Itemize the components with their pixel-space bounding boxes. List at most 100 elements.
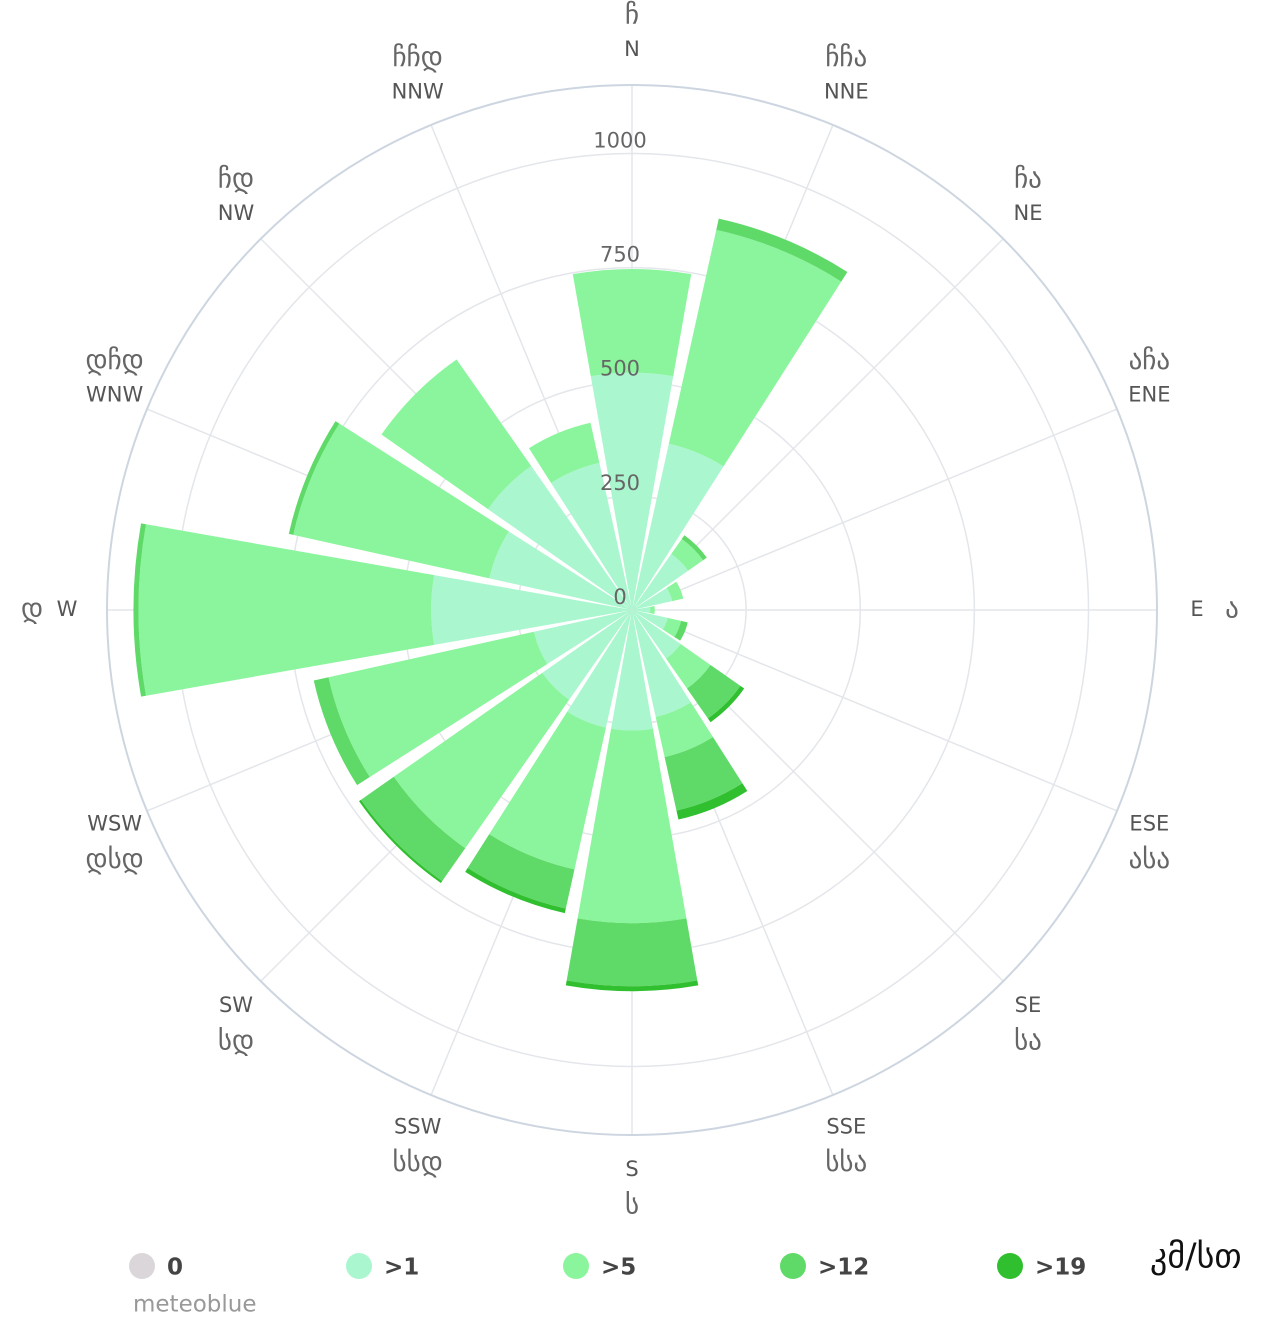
wind-segment (138, 524, 435, 696)
direction-local-label: ა (1225, 594, 1239, 625)
wind-segment (632, 610, 681, 659)
wind-segment (611, 610, 653, 731)
legend-swatch (997, 1253, 1023, 1279)
direction-local-label: ჩჩდ (393, 42, 443, 73)
direction-label: SW (219, 993, 253, 1017)
direction-local-label: ჩჩა (825, 42, 867, 73)
wind-segment (655, 702, 713, 758)
direction-local-label: სდ (218, 1025, 254, 1056)
wind-segment (381, 359, 532, 510)
direction-label: SSE (826, 1114, 866, 1138)
wind-segment (632, 610, 668, 630)
wind-segment (360, 776, 466, 882)
wind-segment (489, 711, 606, 870)
legend-label: >19 (1035, 1255, 1086, 1281)
wind-segment (567, 610, 632, 728)
wind-segment (707, 685, 745, 723)
direction-label: WNW (86, 383, 143, 407)
direction-local-label: ჩა (1014, 164, 1042, 195)
wind-segment (632, 587, 673, 610)
direction-local-label: ასა (1129, 844, 1171, 875)
wind-segment (393, 672, 570, 849)
direction-label: NNE (824, 80, 869, 104)
wind-segment (533, 610, 632, 664)
wind-segment (431, 575, 632, 645)
wind-segment (632, 443, 724, 610)
wind-segment (666, 644, 711, 689)
wind-segment (681, 535, 707, 561)
wind-segment (542, 610, 632, 700)
wind-segment (632, 610, 691, 717)
wind-segment (676, 783, 748, 820)
wind-segment (671, 538, 704, 571)
wind-segment (664, 737, 743, 811)
wind-segment (666, 581, 684, 602)
wind-segment (632, 553, 689, 610)
direction-label: WSW (87, 811, 142, 835)
wind-segment (293, 423, 509, 579)
direction-local-label: სა (1014, 1025, 1042, 1056)
legend-swatch (129, 1253, 155, 1279)
wind-segment (566, 918, 698, 987)
wind-segment (133, 523, 146, 697)
direction-local-label: ჩ (625, 0, 639, 31)
direction-label: ESE (1129, 811, 1169, 835)
wind-segment (577, 728, 687, 924)
wind-segment (288, 421, 340, 535)
wind-segment (465, 867, 566, 914)
grid-spoke (631, 408, 1118, 611)
grid-spoke (631, 609, 1118, 812)
wind-segment (551, 462, 632, 610)
direction-local-label: აჩა (1129, 345, 1171, 376)
wind-segment (632, 606, 651, 614)
legend-label: >1 (384, 1255, 419, 1281)
direction-local-label: ჩდ (218, 164, 254, 195)
tick-label: 250 (600, 471, 640, 495)
direction-label: NW (218, 201, 255, 225)
wind-segment (668, 229, 842, 467)
direction-label: S (625, 1157, 638, 1181)
direction-label: SE (1015, 993, 1042, 1017)
legend-swatch (346, 1253, 372, 1279)
outer-ring (106, 84, 1158, 1136)
legend-label: 0 (167, 1255, 183, 1281)
wind-segment (590, 372, 674, 610)
wind-segment (649, 606, 655, 614)
tick-label: 750 (600, 243, 640, 267)
legend-label: >12 (818, 1255, 869, 1281)
direction-local-label: დჩდ (85, 345, 143, 376)
unit-label: კმ/სთ (1150, 1237, 1242, 1277)
direction-local-label: სსდ (393, 1147, 443, 1178)
direction-local-label: დ (21, 594, 43, 625)
wind-segment (489, 531, 632, 610)
direction-label: W (57, 597, 78, 621)
tick-label: 1000 (593, 128, 646, 152)
direction-label: NE (1013, 201, 1042, 225)
wind-segment (528, 422, 600, 483)
legend-swatch (780, 1253, 806, 1279)
direction-label: N (624, 37, 640, 61)
direction-local-label: სსა (825, 1147, 867, 1178)
wind-segment (716, 218, 848, 282)
wind-segment (572, 268, 692, 377)
wind-segment (565, 980, 699, 992)
legend-swatch (563, 1253, 589, 1279)
credit: meteoblue (133, 1292, 257, 1318)
legend-label: >5 (601, 1255, 636, 1281)
wind-segment (467, 834, 575, 909)
tick-label: 0 (613, 585, 626, 609)
direction-local-label: ს (625, 1190, 639, 1221)
wind-segment (488, 466, 632, 610)
wind-segment (313, 677, 370, 786)
wind-segment (662, 617, 682, 637)
wind-segment (686, 664, 741, 719)
wind-segment (674, 620, 688, 641)
direction-label: SSW (394, 1114, 442, 1138)
wind-segment (328, 631, 548, 778)
direction-label: NNW (392, 80, 444, 104)
direction-label: E (1190, 597, 1203, 621)
direction-label: ENE (1128, 383, 1170, 407)
direction-local-label: დსდ (85, 844, 143, 875)
tick-label: 500 (600, 357, 640, 381)
